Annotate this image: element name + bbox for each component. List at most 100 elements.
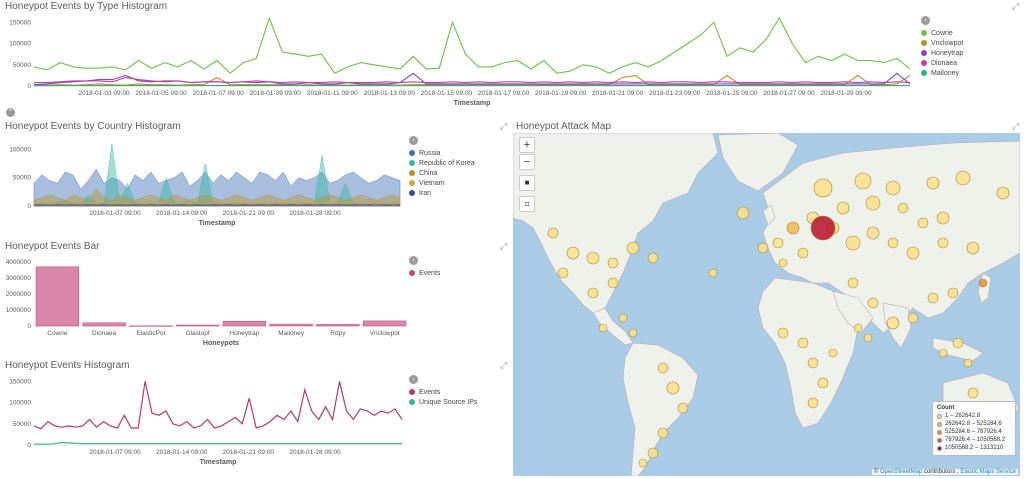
x-axis-title: Timestamp (200, 459, 237, 466)
attack-bubble (907, 312, 919, 324)
legend-item[interactable]: Russia (409, 148, 475, 158)
bar (129, 325, 173, 327)
attack-bubble (657, 427, 669, 439)
osm-link[interactable]: OpenStreetMap (879, 469, 923, 475)
attack-bubble (628, 328, 638, 338)
x-tick-label: Glastopf (186, 330, 210, 337)
attack-bubble (886, 316, 900, 330)
bar (82, 322, 126, 327)
bar (222, 320, 266, 327)
y-tick-label: 150000 (9, 19, 31, 26)
legend-item[interactable]: Iran (409, 188, 475, 198)
country-hist-expand-icon[interactable]: ⤢ (500, 121, 508, 131)
attack-bubble (778, 258, 788, 268)
attack-bubble (666, 381, 680, 395)
map-legend-label: 1 – 262642.8 (945, 413, 981, 419)
attack-bubble (885, 180, 901, 196)
bar (176, 324, 220, 327)
bar-expand-icon[interactable]: ⤢ (500, 241, 508, 251)
x-tick-label: Dionaea (92, 330, 117, 337)
map-legend-label: 525284.6 – 787926.4 (945, 429, 1002, 435)
country-hist-legend: › Russia Republic of Korea China Vietnam Ira… (409, 136, 475, 198)
x-tick-label: 2018-01-28 09:00 (289, 210, 341, 217)
attack-bubble (996, 186, 1010, 200)
attack-bubble (547, 227, 559, 239)
bar-title: Honeypot Events Bar (5, 241, 100, 252)
type-hist-expand-icon[interactable]: ⤢ (1012, 1, 1020, 11)
x-tick-label: 2018-01-21 09:00 (223, 449, 275, 456)
legend-item[interactable]: Cowrie (921, 28, 963, 38)
map-legend-label: 1050568.2 – 1313210 (945, 445, 1004, 451)
y-tick-label: 0 (27, 323, 31, 330)
y-tick-label: 100000 (9, 400, 31, 407)
attack-bubble (955, 170, 971, 186)
x-tick-label: 2018-01-03 09:00 (78, 90, 130, 97)
x-tick-label: Honeytrap (229, 330, 259, 337)
zoom-in-button[interactable]: + (519, 137, 535, 153)
attack-bubble (708, 268, 718, 278)
map-expand-icon[interactable]: ⤢ (1012, 121, 1020, 131)
y-tick-label: 0 (27, 442, 31, 449)
legend-toggle-icon[interactable]: › (409, 375, 418, 384)
attack-bubble (847, 277, 859, 289)
events-hist-expand-icon[interactable]: ⤢ (500, 360, 508, 370)
legend-item[interactable]: Vnclowpot (921, 38, 963, 48)
legend-dot-icon (921, 30, 927, 36)
y-tick-label: 0 (27, 203, 31, 210)
x-tick-label: 2018-01-25 09:00 (706, 90, 758, 97)
x-tick-label: Rdpy (330, 330, 346, 337)
attack-bubble (828, 348, 838, 358)
x-tick-label: 2018-01-11 09:00 (307, 90, 358, 97)
x-tick-label: 2018-01-21 09:00 (223, 210, 275, 217)
attack-bubble (978, 278, 988, 288)
legend-item[interactable]: Honeytrap (921, 48, 963, 58)
y-tick-label: 0 (27, 83, 31, 90)
y-tick-label: 100000 (9, 41, 31, 48)
zoom-out-button[interactable]: − (519, 154, 535, 170)
crop-icon[interactable]: ⌗ (519, 196, 535, 212)
attack-bubble (757, 242, 769, 254)
y-tick-label: 100000 (9, 146, 31, 153)
country-hist-title: Honeypot Events by Country Histogram (5, 121, 181, 132)
legend-toggle-icon[interactable]: › (921, 16, 930, 25)
legend-item[interactable]: Events (409, 387, 477, 397)
attack-bubble (677, 402, 689, 414)
legend-item[interactable]: Republic of Korea (409, 158, 475, 168)
ems-link[interactable]: Elastic Maps Service (960, 469, 1016, 475)
attrib-prefix: © (873, 469, 880, 475)
attack-bubble (947, 287, 959, 299)
collapse-up-icon[interactable]: ⌃ (6, 108, 15, 117)
legend-label: Russia (419, 149, 441, 157)
attack-bubble (952, 337, 964, 349)
x-tick-label: 2018-01-27 09:00 (763, 90, 815, 97)
series-line (34, 441, 402, 445)
map-legend: Count 1 – 262642.8 262642.8 – 525284.6 525… (932, 401, 1016, 456)
legend-toggle-icon[interactable]: › (409, 256, 418, 265)
bar-legend: › Events (409, 256, 440, 278)
legend-item[interactable]: Unique Source IPs (409, 397, 477, 407)
x-tick-label: Vnclowpot (370, 330, 400, 337)
attack-bubble (777, 327, 789, 339)
legend-label: Honeytrap (931, 49, 964, 57)
draw-rectangle-button[interactable]: ■ (519, 175, 535, 191)
legend-item[interactable]: China (409, 168, 475, 178)
legend-dot-icon (921, 60, 927, 66)
map-legend-row: 1050568.2 – 1313210 (937, 444, 1011, 452)
x-tick-label: ElasticPot (136, 330, 165, 337)
legend-label: Events (419, 388, 441, 396)
legend-item[interactable]: Dionaea (921, 58, 963, 68)
country-hist-chart: 100000 50000 0 2018-01-07 09:00 2018-01-14 0… (9, 143, 401, 227)
legend-item[interactable]: Mailoney (921, 68, 963, 78)
attack-bubble (626, 241, 640, 255)
legend-item[interactable]: Events (409, 268, 440, 278)
attack-map[interactable]: + − ■ ⌗ Count 1 – 262642.8 262642.8 – 525… (513, 133, 1020, 476)
attack-bubble (853, 323, 863, 333)
attack-bubble (797, 337, 809, 349)
x-tick-label: 2018-01-14 09:00 (156, 210, 208, 217)
legend-toggle-icon[interactable]: › (409, 136, 418, 145)
y-tick-label: 4000000 (6, 259, 32, 266)
legend-item[interactable]: Vietnam (409, 178, 475, 188)
attack-bubble (926, 176, 940, 190)
x-tick-label: 2018-01-28 09:00 (289, 449, 341, 456)
attack-bubble (557, 267, 569, 279)
